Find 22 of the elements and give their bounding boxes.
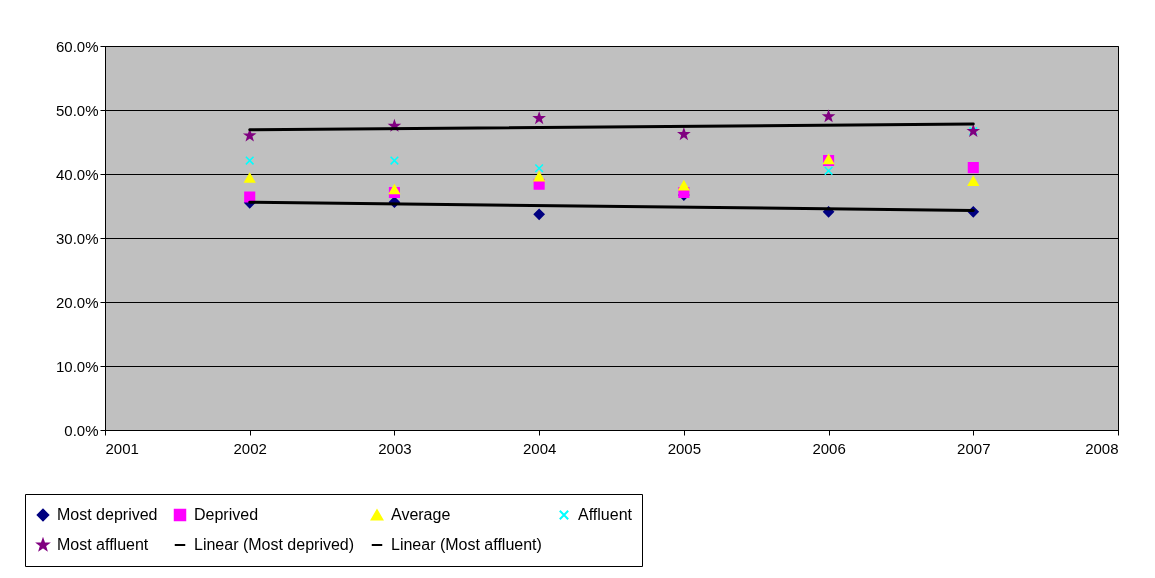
- legend-label: Affluent: [578, 506, 633, 523]
- y-tick-label: 0.0%: [64, 421, 99, 439]
- y-tick-label: 50.0%: [55, 101, 99, 119]
- x-tick-label: 2007: [957, 439, 991, 457]
- x-tick-label: 2004: [522, 439, 557, 457]
- x-tick-label: 2008: [1085, 439, 1119, 457]
- y-tick-label: 40.0%: [55, 165, 99, 183]
- legend-label: Most deprived: [57, 506, 158, 523]
- y-tick-label: 20.0%: [55, 293, 99, 311]
- y-tick-label: 10.0%: [55, 357, 99, 375]
- legend-label: Deprived: [194, 506, 259, 523]
- x-tick-label: 2006: [812, 439, 846, 457]
- x-tick-label: 2005: [667, 439, 702, 457]
- x-tick-label: 2003: [378, 439, 412, 457]
- y-tick-label: 60.0%: [55, 37, 99, 55]
- legend-label: Linear (Most affluent): [391, 536, 542, 553]
- legend-label: Average: [391, 506, 451, 523]
- legend-label: Most affluent: [57, 536, 149, 553]
- x-tick-label: 2002: [233, 439, 267, 457]
- y-tick-label: 30.0%: [55, 229, 99, 247]
- x-tick-label: 2001: [105, 439, 139, 457]
- legend-label: Linear (Most deprived): [194, 536, 355, 553]
